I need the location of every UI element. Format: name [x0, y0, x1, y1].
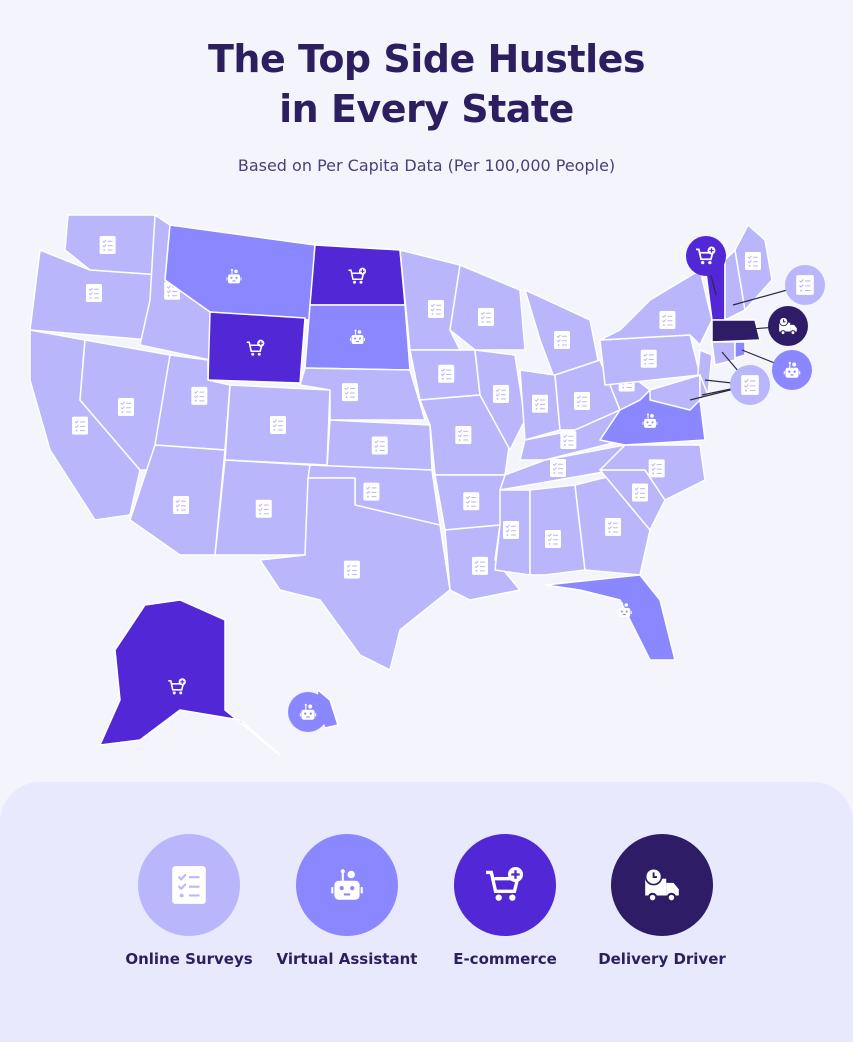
subtitle: Based on Per Capita Data (Per 100,000 Pe…	[237, 156, 616, 175]
state-wy	[207, 311, 306, 384]
survey-checklist-icon	[343, 560, 361, 580]
page-title: The Top Side Hustles in Every State	[207, 37, 646, 131]
survey-checklist-icon	[427, 299, 445, 319]
state-fl	[544, 574, 676, 661]
survey-checklist-icon	[255, 499, 273, 519]
survey-checklist-icon	[462, 491, 480, 511]
legend-item-delivery-driver: Delivery Driver	[577, 834, 747, 968]
survey-checklist-icon	[648, 458, 666, 478]
state-ma	[711, 319, 761, 343]
survey-checklist-icon	[795, 274, 815, 296]
legend-item-e-commerce: E-commerce	[420, 834, 590, 968]
survey-checklist-icon	[117, 397, 135, 417]
survey-checklist-icon	[477, 307, 495, 327]
delivery-truck-clock-icon	[641, 864, 683, 906]
survey-checklist-icon	[168, 864, 210, 906]
robot-icon	[326, 864, 368, 906]
survey-checklist-icon	[553, 330, 571, 350]
callout-bubble-vt	[686, 236, 726, 276]
survey-checklist-icon	[269, 415, 287, 435]
survey-checklist-icon	[172, 495, 190, 515]
survey-checklist-icon	[471, 556, 489, 576]
state-md	[649, 374, 701, 411]
survey-checklist-icon	[549, 458, 567, 478]
survey-checklist-icon	[502, 520, 520, 540]
us-states-map	[29, 214, 825, 756]
survey-checklist-icon	[71, 416, 89, 436]
survey-checklist-icon	[99, 235, 117, 255]
survey-checklist-icon	[85, 283, 103, 303]
survey-checklist-icon	[437, 364, 455, 384]
survey-checklist-icon	[559, 430, 577, 450]
survey-checklist-icon	[454, 425, 472, 445]
state-nd	[309, 244, 406, 306]
survey-checklist-icon	[371, 436, 389, 455]
survey-checklist-icon	[631, 483, 649, 502]
survey-checklist-icon	[492, 384, 510, 404]
survey-checklist-icon	[362, 482, 380, 502]
survey-checklist-icon	[544, 529, 562, 549]
legend: Online Surveys Virtual Assistant E-comme…	[0, 782, 853, 1042]
survey-checklist-icon	[658, 310, 676, 330]
state-ri	[734, 341, 746, 359]
survey-checklist-icon	[341, 382, 359, 402]
legend-item-online-surveys: Online Surveys	[104, 834, 274, 968]
legend-item-virtual-assistant: Virtual Assistant	[262, 834, 432, 968]
survey-checklist-icon	[604, 517, 622, 537]
survey-checklist-icon	[744, 251, 762, 271]
shopping-cart-plus-icon	[484, 864, 526, 906]
survey-checklist-icon	[740, 374, 760, 396]
state-wi	[449, 264, 526, 351]
survey-checklist-icon	[190, 386, 208, 406]
state-ny	[599, 269, 713, 346]
survey-checklist-icon	[573, 391, 591, 411]
state-ak	[99, 599, 281, 756]
survey-checklist-icon	[531, 394, 549, 414]
survey-checklist-icon	[640, 349, 658, 369]
